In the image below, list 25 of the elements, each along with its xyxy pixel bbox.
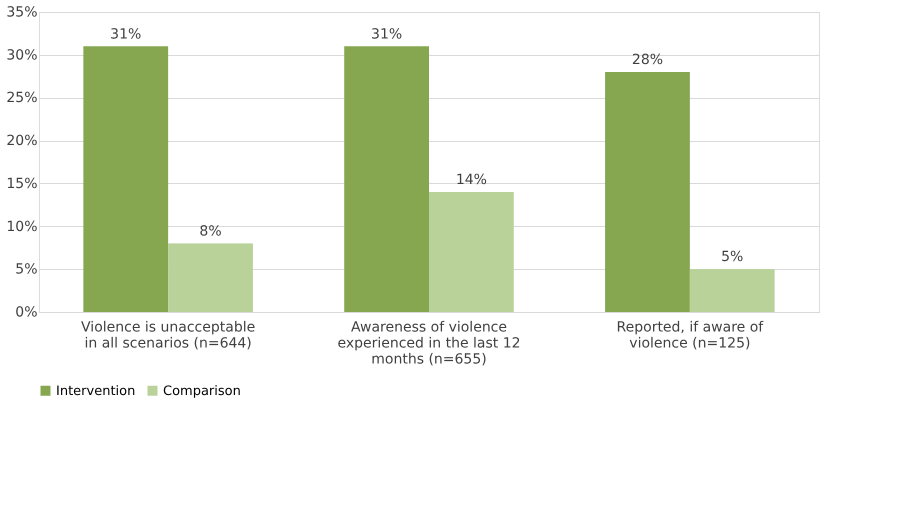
bar	[690, 269, 775, 312]
y-tick-label: 20%	[6, 133, 38, 150]
bar	[83, 46, 168, 312]
x-tick-label: Reported, if aware of violence (n=125)	[616, 320, 764, 352]
x-tick-label: Awareness of violence experienced in the last 12 months (n=655)	[337, 320, 521, 368]
bar	[429, 192, 514, 312]
y-tick-label: 5%	[15, 262, 38, 278]
data-label: 5%	[721, 249, 744, 266]
y-tick-label: 15%	[6, 176, 38, 192]
x-tick-label: Violence is unacceptable in all scenarios (n=644)	[81, 320, 256, 352]
y-tick-label: 25%	[6, 90, 38, 106]
legend-label: Comparison	[163, 384, 241, 399]
bar	[168, 243, 253, 312]
data-label: 8%	[199, 223, 222, 240]
data-label: 31%	[110, 26, 142, 42]
y-tick-label: 0%	[15, 304, 38, 320]
data-label: 31%	[371, 26, 402, 42]
y-tick-label: 35%	[6, 4, 38, 20]
data-label: 14%	[456, 172, 487, 188]
bar	[344, 46, 429, 312]
bar	[605, 72, 690, 312]
legend-label: Intervention	[56, 384, 136, 399]
y-tick-label: 10%	[6, 218, 38, 235]
y-tick-label: 30%	[6, 47, 38, 64]
data-label: 28%	[632, 52, 664, 68]
